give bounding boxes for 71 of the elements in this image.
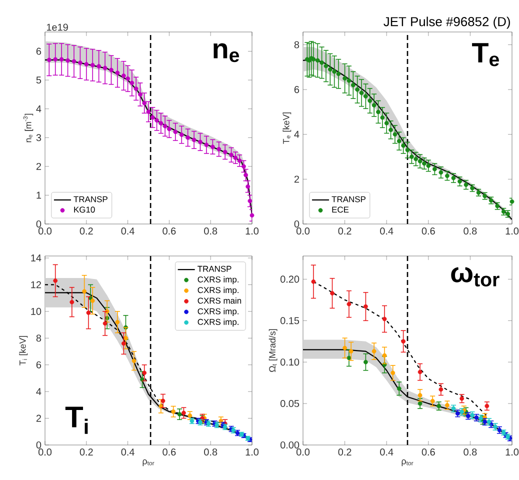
x-tick-label: 1.0 [506, 228, 519, 235]
legend-label: KG10 [74, 206, 95, 213]
x-tick-label: 0.0 [296, 448, 310, 456]
x-tick-label: 0.2 [338, 228, 352, 235]
y-tick-label: 0.15 [280, 317, 300, 324]
y-axis-title: T$_{i}$ [keV] [19, 336, 28, 366]
x-tick-label: 0.0 [296, 228, 310, 235]
x-tick-label: 0.2 [338, 448, 352, 456]
x-tick-label: 0.8 [464, 448, 477, 456]
y-tick-label: 0.00 [280, 441, 300, 449]
legend-label: CXRS imp. [198, 308, 238, 316]
annotation: ω$_{tor}$ [451, 267, 500, 286]
y-tick-label: 4 [36, 105, 42, 112]
legend-label: CXRS imp. [198, 286, 238, 295]
x-tick-label: 0.6 [162, 228, 176, 235]
x-axis-title: ρ$_{tor}$ [402, 459, 414, 466]
x-tick-label: 0.6 [422, 448, 435, 456]
annotation: T$_{i}$ [65, 406, 88, 434]
x-tick-label: 0.8 [204, 228, 218, 235]
x-tick-label: 0.8 [464, 228, 477, 235]
y-axis-title: Ω$_{t}$ [Mrad/s] [268, 329, 278, 372]
y-axis-title: T$_{e}$ [keV] [282, 112, 292, 144]
y-tick-label: 1 [36, 192, 42, 199]
text: 1e19 [46, 24, 68, 31]
y-tick-label: 5 [36, 76, 42, 84]
y-tick-label: 6 [36, 361, 42, 368]
legend-label: CXRS imp. [198, 276, 238, 284]
legend-label: CXRS imp. [198, 318, 238, 327]
y-tick-label: 8 [36, 334, 42, 342]
y-tick-label: 0.05 [280, 400, 300, 408]
annotation: T$_{e}$ [472, 43, 499, 66]
x-axis-title: ρ$_{tor}$ [142, 459, 154, 466]
y-tick-label: 0.10 [280, 358, 300, 366]
legend-label: TRANSP [198, 266, 232, 272]
y-tick-label: 8 [294, 41, 300, 48]
y-tick-label: 4 [36, 388, 42, 395]
x-tick-label: 1.0 [506, 448, 519, 456]
y-tick-label: 10 [31, 308, 42, 315]
legend-label: TRANSP [74, 196, 108, 202]
x-tick-label: 0.8 [204, 448, 218, 456]
x-tick-label: 0.6 [162, 448, 176, 456]
y-axis-title: n$_{e}$ [m$^{-3}$] [23, 114, 34, 142]
x-tick-label: 0.4 [121, 448, 134, 456]
y-tick-label: 0.20 [280, 276, 300, 283]
x-tick-label: 0.0 [38, 448, 52, 456]
y-tick-label: 2 [294, 176, 299, 183]
y-tick-label: 0 [36, 441, 42, 449]
y-tick-label: 4 [294, 130, 300, 138]
y-tick-label: 6 [294, 86, 300, 94]
x-tick-label: 0.2 [80, 228, 93, 235]
y-tick-label: 0 [294, 220, 300, 228]
y-tick-label: 14 [31, 254, 42, 262]
x-tick-label: 0.6 [422, 228, 435, 235]
y-tick-label: 2 [36, 414, 41, 422]
x-tick-label: 0.0 [38, 228, 52, 235]
x-tick-label: 1.0 [246, 228, 259, 235]
x-tick-label: 1.0 [246, 448, 259, 456]
y-tick-label: 3 [36, 134, 42, 142]
chart-title: JET Pulse #96852 (D) [384, 16, 510, 29]
y-tick-label: 2 [36, 162, 41, 170]
legend-label: CXRS main [198, 297, 242, 304]
legend-label: ECE [332, 206, 349, 213]
x-tick-label: 0.4 [380, 448, 394, 456]
y-tick-label: 6 [36, 48, 42, 55]
annotation: n$_{e}$ [214, 43, 240, 62]
y-tick-label: 12 [31, 281, 41, 288]
x-tick-label: 0.4 [121, 228, 134, 235]
y-tick-label: 0 [36, 220, 42, 228]
legend-label: TRANSP [332, 196, 366, 202]
x-tick-label: 0.2 [80, 448, 93, 456]
x-tick-label: 0.4 [380, 228, 394, 235]
